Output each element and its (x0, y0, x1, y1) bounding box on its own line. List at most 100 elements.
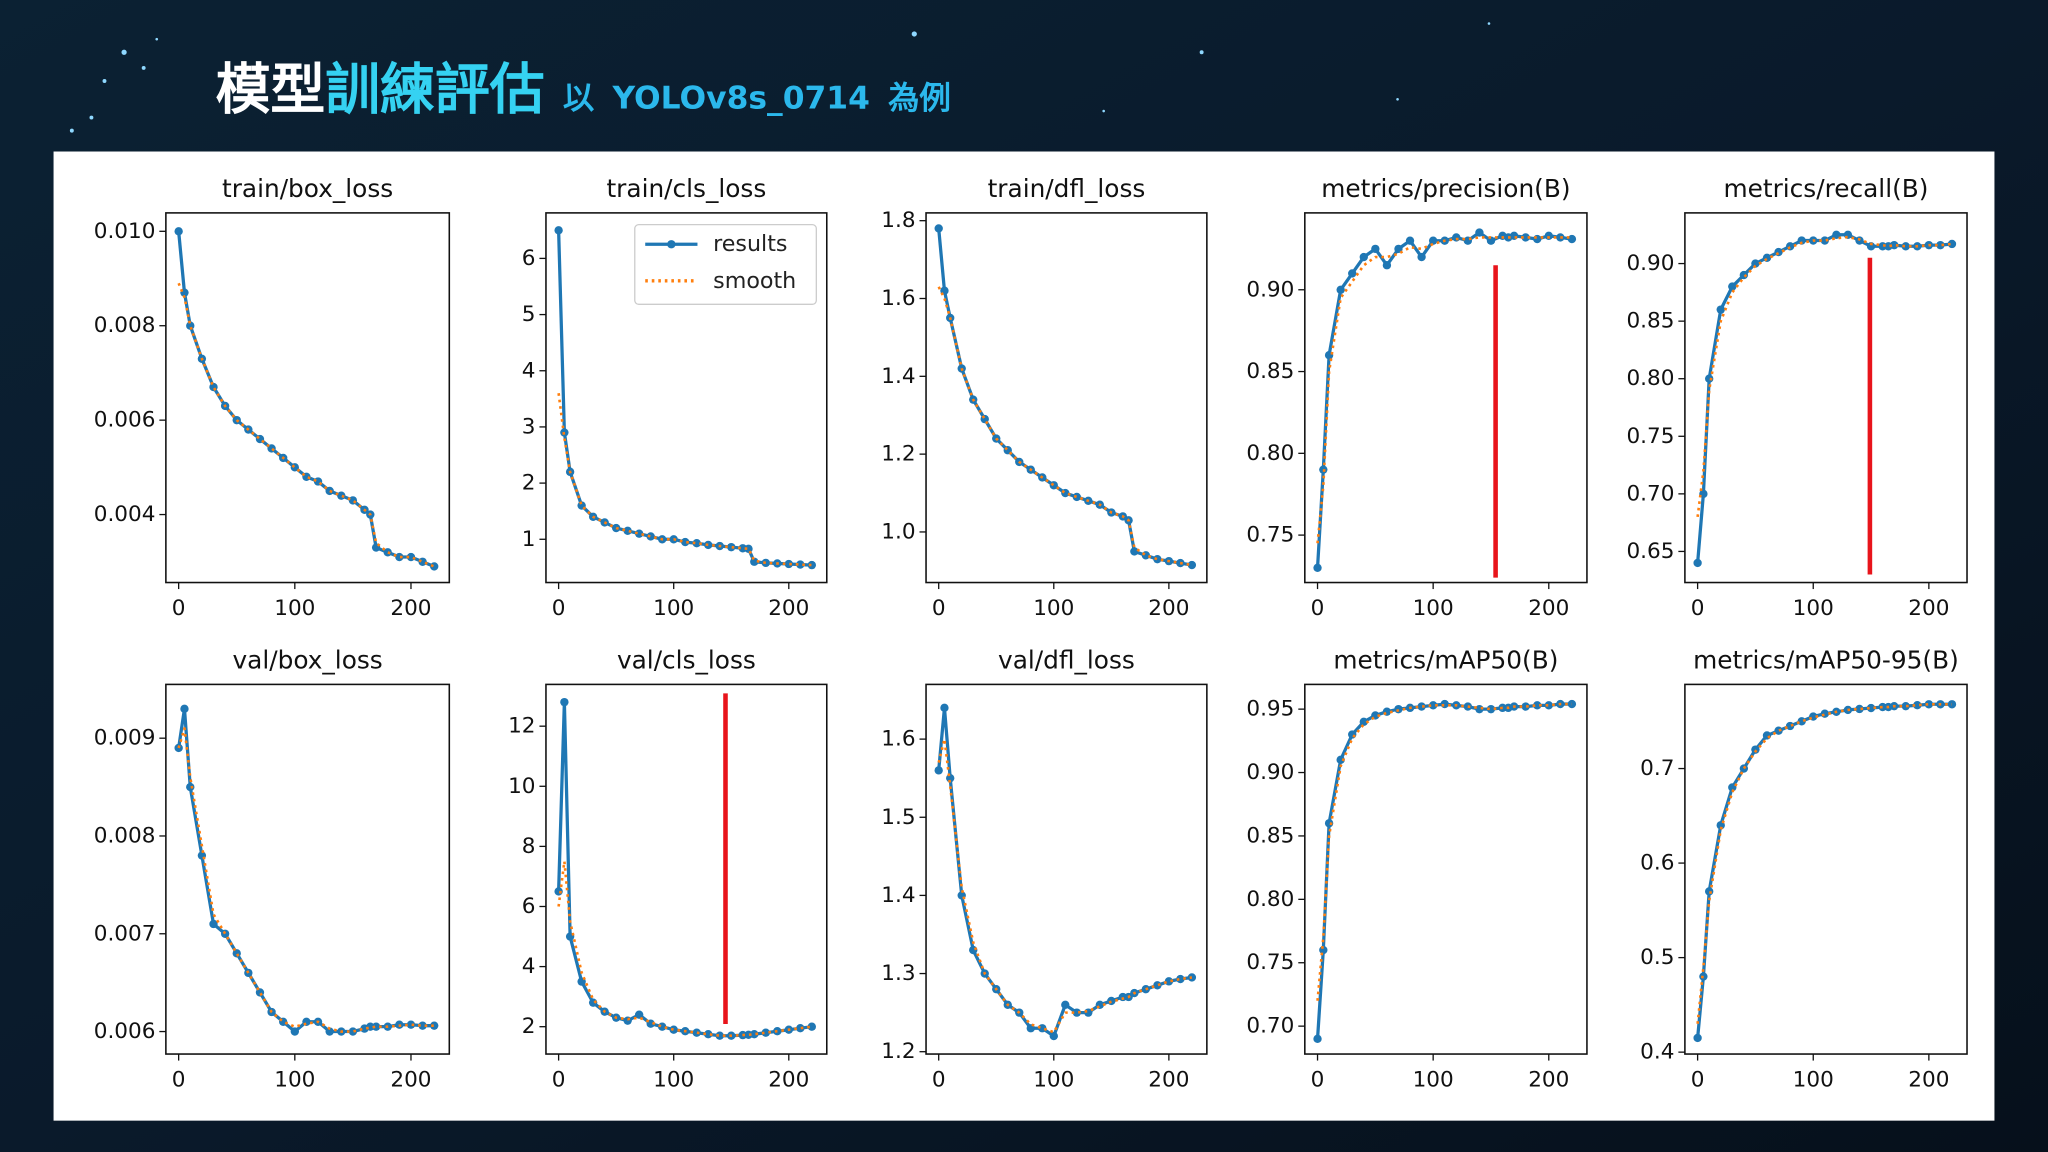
y-tick-label: 1.3 (881, 961, 915, 986)
axes-frame (545, 683, 828, 1055)
subplot: train/box_loss 0 100 200 0.004 0.006 0.008 0.01… (94, 174, 451, 621)
legend-marker (667, 240, 676, 249)
data-point (1797, 236, 1806, 245)
data-point (1371, 244, 1380, 254)
y-tick-label: 0.6 (1640, 851, 1674, 876)
data-point (796, 1024, 805, 1033)
axes-frame (165, 683, 451, 1055)
data-point (1901, 701, 1910, 711)
y-tick-label: 0.75 (1246, 523, 1294, 548)
data-point (1878, 242, 1887, 251)
y-tick-label: 1.5 (881, 805, 915, 830)
data-point (418, 1021, 427, 1030)
y-tick-label: 0.85 (1626, 309, 1674, 334)
y-tick-label: 0.7 (1640, 756, 1674, 781)
data-point (1533, 701, 1542, 710)
data-point (209, 919, 218, 929)
subtitle-suffix: 為例 (888, 80, 951, 116)
plot-area (174, 227, 439, 571)
x-tick-label: 100 (1793, 596, 1834, 621)
data-point (1832, 230, 1841, 239)
x-tick-label: 100 (274, 596, 315, 621)
x-tick-label: 200 (768, 1068, 809, 1093)
series-line (177, 727, 435, 1033)
data-point (1428, 236, 1438, 245)
y-tick-label: 0.80 (1626, 366, 1674, 391)
y-tick-label: 1.2 (881, 442, 915, 467)
legend-label: smooth (713, 268, 796, 294)
y-tick-label: 0.80 (1246, 887, 1294, 912)
data-point (681, 537, 690, 547)
y-tick-label: 0.006 (94, 408, 156, 433)
data-point (1405, 236, 1415, 245)
subplot-title: val/box_loss (232, 646, 382, 675)
data-point (1878, 702, 1887, 712)
x-tick-label: 0 (172, 596, 186, 621)
data-point (1567, 234, 1577, 244)
data-point (635, 529, 644, 538)
subplot: train/cls_loss 0 100 200 1 2 3 4 5 6 results smooth (522, 174, 828, 621)
x-tick-label: 200 (768, 596, 809, 621)
data-point (348, 496, 358, 505)
data-point (1820, 709, 1829, 718)
x-tick-label: 100 (1033, 596, 1074, 621)
x-tick-label: 0 (932, 596, 946, 621)
x-tick-label: 100 (274, 1068, 315, 1093)
data-point (807, 560, 816, 570)
data-point (1118, 992, 1128, 1002)
data-point (174, 743, 183, 753)
subplot-title: val/cls_loss (617, 646, 756, 675)
data-point (406, 1020, 416, 1029)
plot-area (934, 224, 1197, 570)
data-point (1428, 701, 1438, 710)
data-point (1866, 242, 1876, 251)
data-point (1913, 701, 1922, 710)
data-point (1544, 701, 1553, 710)
y-tick-label: 0.4 (1640, 1040, 1674, 1065)
x-tick-label: 200 (1528, 596, 1569, 621)
y-tick-label: 0.010 (94, 219, 156, 244)
plot-area (554, 226, 816, 570)
x-tick-label: 100 (1413, 596, 1454, 621)
data-point (1704, 374, 1714, 383)
data-point (934, 224, 943, 233)
plot-area (554, 697, 816, 1040)
x-tick-label: 100 (653, 1068, 694, 1093)
y-tick-label: 8 (522, 834, 536, 859)
subtitle-prefix: 以 (563, 80, 595, 116)
data-point (1762, 731, 1772, 740)
subplot-title: val/dfl_loss (998, 646, 1135, 675)
data-point (1762, 253, 1772, 262)
title-accent: 訓練評估 (325, 57, 544, 121)
data-point (940, 703, 949, 713)
data-point (1544, 231, 1553, 240)
data-point (1313, 1034, 1322, 1044)
data-point (715, 1031, 724, 1040)
data-point (1348, 269, 1357, 278)
subplot: metrics/precision(B) 0 100 200 0.75 0.80 0.85 0… (1246, 174, 1588, 621)
axes-frame (1304, 212, 1588, 584)
data-point (1947, 700, 1957, 709)
plot-area (1313, 699, 1577, 1044)
subplot: metrics/mAP50(B) 0 100 200 0.70 0.75 0.80 0.85 0… (1246, 646, 1588, 1093)
data-point (1187, 560, 1197, 570)
subplot-title: metrics/mAP50(B) (1333, 646, 1558, 675)
y-tick-label: 0.007 (94, 921, 156, 946)
y-tick-label: 4 (522, 358, 536, 383)
data-point (1072, 492, 1081, 502)
subplot-title: metrics/mAP50-95(B) (1693, 646, 1959, 675)
subtitle-model: YOLOv8s_0714 (611, 80, 869, 116)
y-tick-label: 1.4 (881, 883, 915, 908)
data-point (635, 1010, 644, 1019)
x-tick-label: 0 (1691, 1068, 1705, 1093)
y-tick-label: 6 (522, 246, 536, 271)
data-point (1382, 261, 1392, 270)
data-point (1486, 704, 1496, 714)
axes-frame (1684, 212, 1968, 584)
y-tick-label: 1.6 (881, 727, 915, 752)
data-point (1336, 285, 1345, 294)
data-point (1866, 703, 1876, 713)
data-point (348, 1027, 358, 1036)
y-tick-label: 0.85 (1246, 823, 1294, 848)
data-point (1130, 547, 1139, 556)
